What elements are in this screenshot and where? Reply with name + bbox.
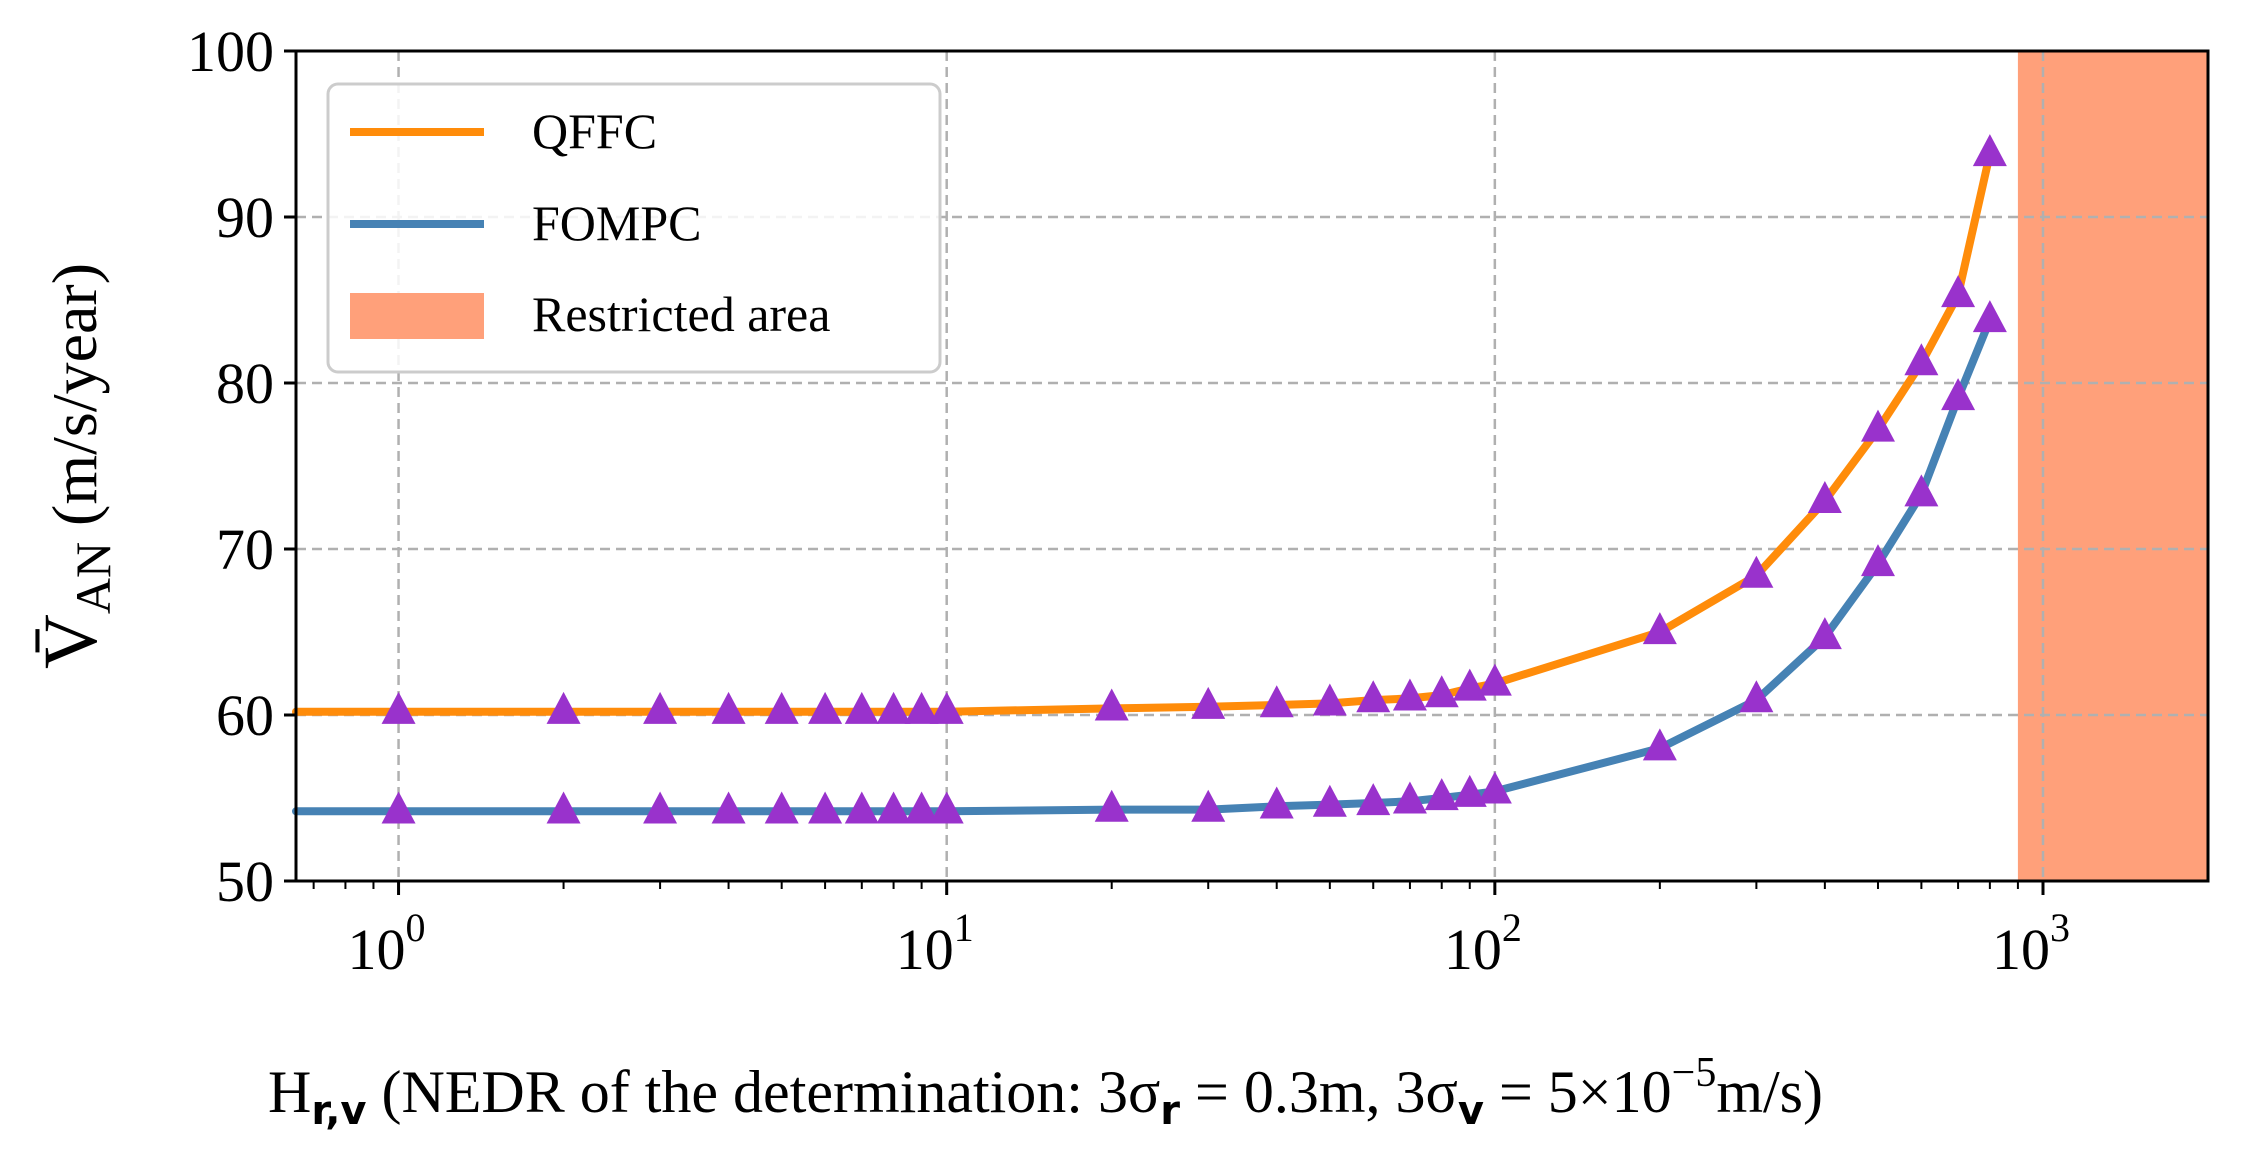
- data-point-fompc-700: [1941, 378, 1976, 411]
- data-point-fompc-300: [1739, 680, 1774, 713]
- x-tick-label-1000: 103: [1992, 905, 2070, 982]
- y-tick-label-50: 50: [216, 849, 274, 914]
- y-tick-label-60: 60: [216, 683, 274, 748]
- data-point-fompc-9: [904, 791, 939, 824]
- x-tick-label-base: 10: [348, 917, 406, 982]
- data-point-fompc-70: [1392, 781, 1427, 814]
- y-axis-label-sub: AN: [65, 542, 121, 614]
- x-axis-label-unit: m/s): [1716, 1059, 1823, 1125]
- x-axis-label-text: (NEDR of the determination: 3σ: [366, 1059, 1160, 1125]
- data-point-qffc-100: [1477, 663, 1512, 696]
- data-point-fompc-60: [1356, 783, 1391, 816]
- data-point-qffc-3: [643, 691, 678, 724]
- data-point-fompc-400: [1807, 617, 1842, 650]
- legend: QFFC FOMPC Restricted area: [326, 82, 942, 374]
- data-point-fompc-50: [1312, 784, 1347, 817]
- x-tick-label-1: 100: [348, 905, 426, 982]
- x-axis-label-sigma-v-sub: v: [1458, 1088, 1484, 1134]
- data-point-qffc-20: [1094, 688, 1129, 721]
- data-point-qffc-8: [876, 691, 911, 724]
- x-tick-label-100: 102: [1444, 905, 1522, 982]
- data-point-qffc-600: [1904, 343, 1939, 376]
- data-point-qffc-4: [711, 691, 746, 724]
- data-point-qffc-200: [1642, 612, 1677, 645]
- y-axis-label-main: V̄: [29, 614, 113, 669]
- data-point-fompc-4: [711, 791, 746, 824]
- legend-label-qffc: QFFC: [532, 103, 657, 159]
- data-point-fompc-8: [876, 791, 911, 824]
- data-point-qffc-90: [1452, 668, 1487, 701]
- data-point-qffc-9: [904, 691, 939, 724]
- legend-swatch-restricted-area: [350, 293, 484, 339]
- x-axis-label-exp: −5: [1672, 1050, 1717, 1096]
- y-tick-label-80: 80: [216, 351, 274, 416]
- series-line-fompc: [292, 315, 1994, 816]
- data-point-qffc-1: [381, 691, 416, 724]
- x-axis-label-sigma-r-sub: r: [1160, 1088, 1180, 1134]
- x-tick-label-base: 10: [1444, 917, 1502, 982]
- y-tick-label-100: 100: [187, 19, 274, 84]
- data-point-fompc-600: [1904, 474, 1939, 507]
- data-point-fompc-20: [1094, 789, 1129, 822]
- x-tick-label-exponent: 0: [406, 905, 426, 950]
- data-point-fompc-2: [546, 791, 581, 824]
- x-axis-label-h-sub: r,v: [311, 1088, 366, 1134]
- data-point-fompc-7: [844, 791, 879, 824]
- data-point-fompc-30: [1191, 789, 1226, 822]
- y-axis-label-unit: (m/s/year): [39, 263, 110, 542]
- x-tick-label-exponent: 2: [1502, 905, 1522, 950]
- x-axis-label-eq1: = 0.3m, 3σ: [1180, 1059, 1458, 1125]
- data-point-qffc-60: [1356, 680, 1391, 713]
- marker-layer: [381, 134, 2007, 824]
- data-point-qffc-80: [1424, 675, 1459, 708]
- legend-label-restricted-area: Restricted area: [532, 286, 830, 342]
- data-point-qffc-6: [808, 691, 843, 724]
- restricted-area: [2017, 51, 2208, 881]
- data-point-qffc-800: [1972, 134, 2007, 167]
- data-point-qffc-5: [764, 691, 799, 724]
- data-point-qffc-70: [1392, 678, 1427, 711]
- x-axis-label-eq2: = 5×10: [1484, 1059, 1672, 1125]
- tick-layer: [284, 49, 2045, 895]
- plot-frame: [294, 49, 2210, 883]
- data-point-fompc-90: [1452, 774, 1487, 807]
- data-point-qffc-300: [1739, 555, 1774, 588]
- data-point-qffc-50: [1312, 683, 1347, 716]
- data-point-fompc-3: [643, 791, 678, 824]
- x-axis-label: Hr,v (NEDR of the determination: 3σr = 0…: [268, 1050, 1823, 1134]
- x-tick-label-exponent: 3: [2050, 905, 2070, 950]
- x-tick-label-10: 101: [896, 905, 974, 982]
- data-point-qffc-700: [1941, 275, 1976, 308]
- y-tick-label-90: 90: [216, 185, 274, 250]
- data-point-qffc-500: [1860, 409, 1895, 442]
- data-point-fompc-5: [764, 791, 799, 824]
- data-point-fompc-40: [1259, 786, 1294, 819]
- restricted-area-layer: [2017, 51, 2208, 881]
- legend-label-fompc: FOMPC: [532, 195, 702, 251]
- x-tick-label-base: 10: [1992, 917, 2050, 982]
- data-point-qffc-400: [1807, 481, 1842, 514]
- data-point-fompc-500: [1860, 544, 1895, 577]
- data-point-fompc-100: [1477, 771, 1512, 804]
- data-point-fompc-6: [808, 791, 843, 824]
- y-tick-label-70: 70: [216, 517, 274, 582]
- data-point-fompc-10: [929, 791, 964, 824]
- data-point-qffc-10: [929, 691, 964, 724]
- data-point-qffc-40: [1259, 685, 1294, 718]
- x-tick-label-exponent: 1: [954, 905, 974, 950]
- x-axis-label-h: H: [268, 1059, 311, 1125]
- data-point-qffc-2: [546, 691, 581, 724]
- data-point-fompc-1: [381, 791, 416, 824]
- data-point-fompc-800: [1972, 300, 2007, 333]
- x-tick-label-base: 10: [896, 917, 954, 982]
- y-axis-label: V̄AN (m/s/year): [29, 263, 121, 669]
- data-point-qffc-30: [1191, 686, 1226, 719]
- data-point-fompc-80: [1424, 778, 1459, 811]
- data-point-qffc-7: [844, 691, 879, 724]
- data-point-fompc-200: [1642, 728, 1677, 761]
